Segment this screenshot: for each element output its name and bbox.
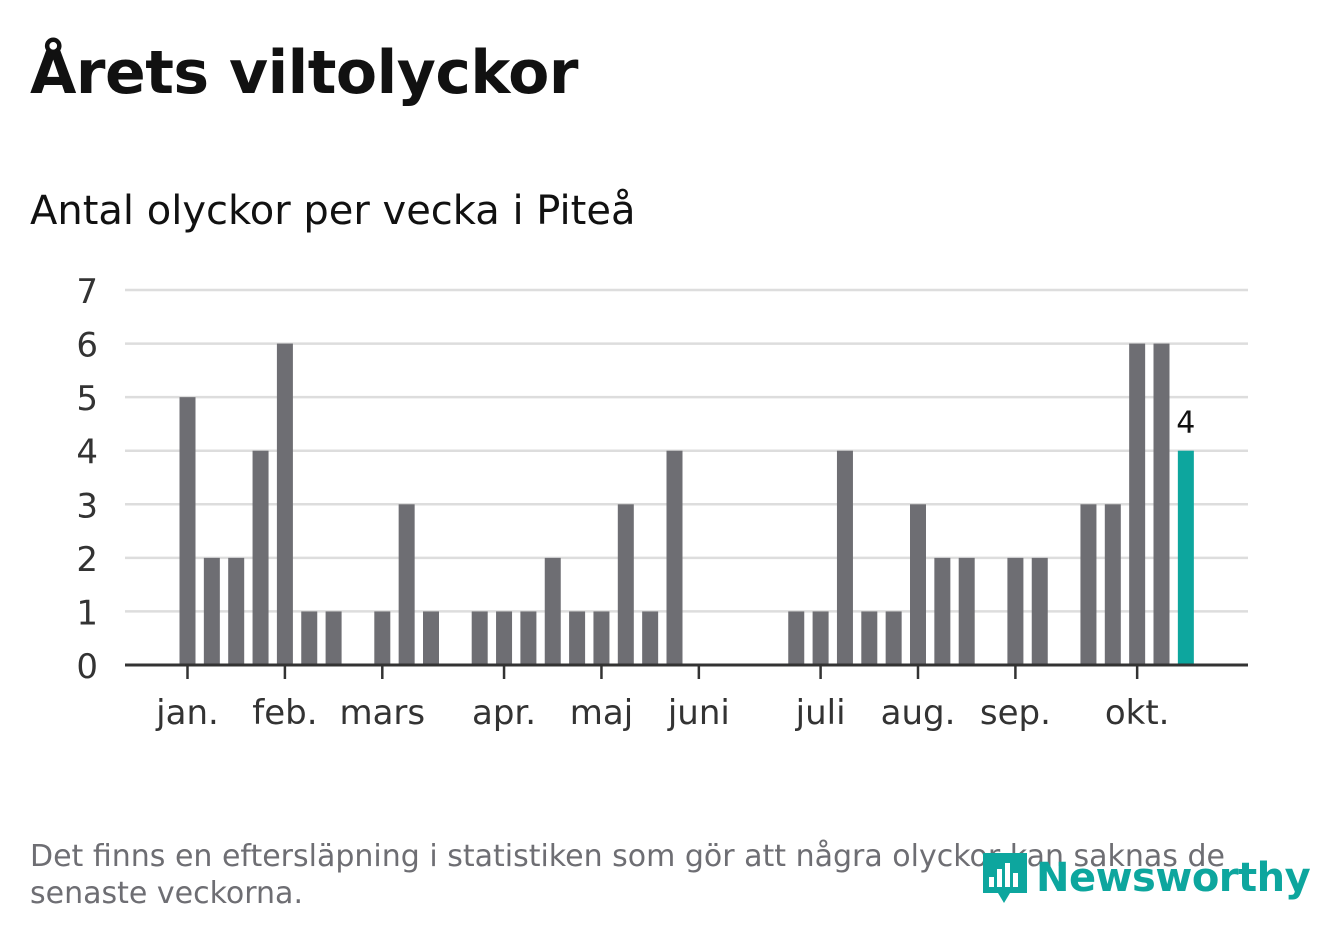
x-tick-label: juni [667, 693, 730, 733]
bar [617, 504, 634, 665]
y-tick-label: 5 [76, 379, 98, 419]
bar-highlight [1177, 450, 1194, 665]
bar [812, 611, 829, 665]
logo-text: Newsworthy [1036, 855, 1311, 901]
bar [569, 611, 586, 665]
bar [1031, 557, 1048, 665]
y-tick-label: 4 [76, 433, 98, 473]
y-tick-label: 2 [76, 540, 98, 580]
x-tick-label: juli [795, 693, 846, 733]
bar [788, 611, 805, 665]
x-tick-label: apr. [472, 693, 536, 733]
bar [642, 611, 659, 665]
x-tick-label: maj [570, 693, 633, 733]
bar-chart: 0 1 2 3 4 5 6 7 4 jan. feb. mars apr. maj juni juli au… [76, 272, 1248, 733]
bar [885, 611, 902, 665]
bar [252, 450, 269, 665]
bar [471, 611, 488, 665]
bar [276, 343, 293, 665]
grid-lines [125, 288, 1248, 613]
x-tick-label: sep. [980, 693, 1051, 733]
bar [520, 611, 537, 665]
bar [544, 557, 561, 665]
data-label-last: 4 [1176, 406, 1195, 441]
bar [836, 450, 853, 665]
x-axis [125, 663, 1248, 679]
bar [179, 397, 196, 665]
bar [325, 611, 342, 665]
x-tick-label: mars [339, 693, 425, 733]
bar-chart-speech-bubble-icon [983, 853, 1027, 903]
bar [861, 611, 878, 665]
bar [398, 504, 415, 665]
x-tick-label: aug. [881, 693, 956, 733]
bar [423, 611, 439, 665]
y-tick-label: 3 [76, 486, 98, 526]
bar [666, 450, 683, 665]
bar [228, 557, 245, 665]
x-axis-labels: jan. feb. mars apr. maj juni juli aug. sep. okt. [155, 693, 1169, 733]
y-tick-label: 1 [76, 593, 98, 633]
y-tick-label: 0 [76, 647, 98, 687]
bar [958, 557, 975, 665]
bars: 4 [179, 343, 1195, 665]
y-axis-labels: 0 1 2 3 4 5 6 7 [76, 272, 98, 687]
bar [910, 504, 926, 665]
bar [496, 611, 513, 665]
x-tick-label: jan. [155, 693, 219, 733]
bar [1080, 504, 1097, 665]
bar [374, 611, 391, 665]
chart-subtitle: Antal olyckor per vecka i Piteå [30, 188, 636, 234]
bar [203, 557, 220, 665]
bar [1153, 343, 1170, 665]
bar [1007, 557, 1024, 665]
y-tick-label: 7 [76, 272, 98, 312]
y-tick-label: 6 [76, 326, 98, 366]
bar [934, 557, 951, 665]
bar [1129, 343, 1146, 665]
bar [593, 611, 610, 665]
x-tick-label: feb. [252, 693, 317, 733]
bar [301, 611, 318, 665]
newsworthy-logo: Newsworthy [980, 846, 1311, 910]
bar [1104, 504, 1121, 665]
chart-title: Årets viltolyckor [30, 38, 579, 108]
x-tick-label: okt. [1105, 693, 1170, 733]
